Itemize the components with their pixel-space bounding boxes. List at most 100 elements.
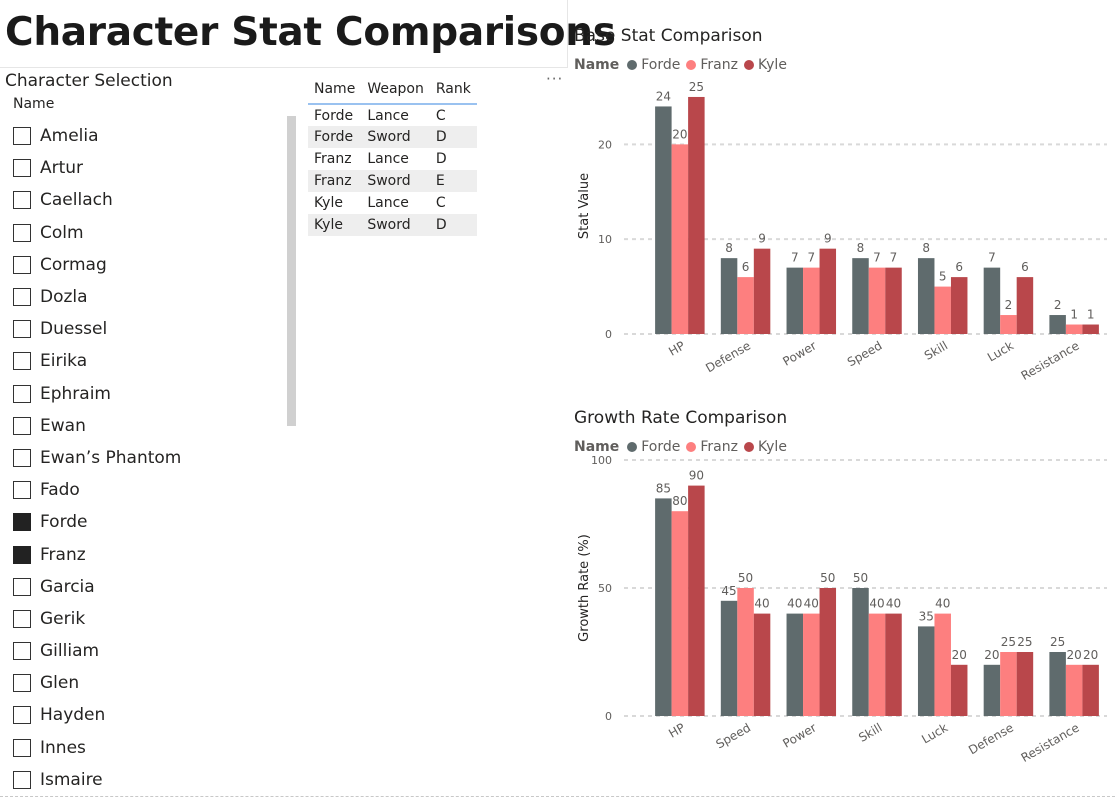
slicer-item-ismaire[interactable]: Ismaire: [13, 764, 283, 796]
slicer-item-label: Ewan’s Phantom: [40, 447, 182, 468]
legend-item-kyle[interactable]: Kyle: [743, 57, 787, 73]
bar-forde-skill: [917, 258, 935, 334]
base-stat-chart: Base Stat Comparison Name Forde Franz Kyle 0 1…: [572, 26, 1112, 406]
slicer-item-label: Ephraim: [40, 383, 111, 404]
checkbox[interactable]: [13, 223, 31, 242]
data-label: 25: [1001, 635, 1016, 649]
legend-label: Franz: [700, 439, 738, 455]
checkbox[interactable]: [13, 384, 31, 403]
table-row: Kyle Lance C: [308, 192, 477, 214]
data-label: 8: [857, 241, 865, 255]
checkbox[interactable]: [13, 738, 31, 757]
slicer-item-gilliam[interactable]: Gilliam: [13, 635, 283, 667]
bar-kyle-speed: [753, 613, 771, 716]
table-cell: Franz: [308, 170, 362, 192]
slicer-item-ewan[interactable]: Ewan: [13, 410, 283, 442]
checkbox[interactable]: [13, 416, 31, 435]
slicer-item-duessel[interactable]: Duessel: [13, 313, 283, 345]
slicer-item-dozla[interactable]: Dozla: [13, 281, 283, 313]
legend-item-forde[interactable]: Forde: [627, 439, 680, 455]
slicer-item-fado[interactable]: Fado: [13, 474, 283, 506]
data-label: 7: [807, 251, 815, 265]
data-label: 20: [672, 127, 687, 141]
table-cell: D: [435, 151, 447, 167]
checkbox[interactable]: [13, 513, 31, 532]
data-label: 5: [939, 270, 947, 284]
slicer-item-glen[interactable]: Glen: [13, 667, 283, 699]
slicer-item-artur[interactable]: Artur: [13, 152, 283, 184]
data-label: 40: [886, 597, 901, 611]
checkbox[interactable]: [13, 481, 31, 500]
checkbox[interactable]: [13, 255, 31, 274]
legend-item-franz[interactable]: Franz: [686, 439, 738, 455]
checkbox[interactable]: [13, 191, 31, 210]
data-label: 6: [1021, 260, 1029, 274]
bar-kyle-luck: [950, 664, 968, 716]
slicer-item-gerik[interactable]: Gerik: [13, 603, 283, 635]
slicer-item-innes[interactable]: Innes: [13, 732, 283, 764]
table-row: Franz Lance D: [308, 148, 477, 170]
x-tick-label: Luck: [919, 720, 950, 746]
legend-item-kyle[interactable]: Kyle: [743, 439, 787, 455]
slicer-item-label: Glen: [40, 673, 80, 694]
slicer-item-hayden[interactable]: Hayden: [13, 699, 283, 731]
data-label: 7: [791, 251, 799, 265]
slicer-item-franz[interactable]: Franz: [13, 538, 283, 570]
checkbox[interactable]: [13, 706, 31, 725]
bar-franz-speed: [737, 588, 754, 716]
slicer-item-colm[interactable]: Colm: [13, 217, 283, 249]
slicer-item-label: Gerik: [40, 608, 86, 629]
checkbox[interactable]: [13, 127, 31, 146]
more-options-icon[interactable]: ···: [546, 70, 564, 88]
checkbox[interactable]: [13, 159, 31, 178]
checkbox[interactable]: [13, 545, 31, 564]
checkbox[interactable]: [13, 288, 31, 307]
checkbox[interactable]: [13, 609, 31, 628]
table-cell: Franz: [314, 151, 352, 167]
slicer-item-amelia[interactable]: Amelia: [13, 120, 283, 152]
data-label: 2: [1005, 298, 1013, 312]
slicer-item-ephraim[interactable]: Ephraim: [13, 378, 283, 410]
checkbox[interactable]: [13, 770, 31, 789]
slicer-item-label: Colm: [40, 222, 84, 243]
checkbox[interactable]: [13, 642, 31, 661]
bar-forde-hp: [655, 106, 672, 334]
checkbox[interactable]: [13, 448, 31, 467]
slicer-item-label: Innes: [40, 737, 86, 758]
bar-forde-defense: [983, 664, 1001, 716]
legend-title: Name: [574, 439, 620, 455]
legend-dot-icon: [686, 60, 697, 70]
bar-kyle-skill: [950, 277, 968, 334]
bar-franz-speed: [868, 267, 886, 334]
table-cell: Kyle: [308, 214, 362, 236]
checkbox[interactable]: [13, 320, 31, 339]
slicer-item-eirika[interactable]: Eirika: [13, 345, 283, 377]
table-row: Forde Lance C: [308, 104, 477, 126]
bar-franz-hp: [671, 144, 689, 334]
checkbox[interactable]: [13, 352, 31, 371]
checkbox[interactable]: [13, 674, 31, 693]
legend-item-forde[interactable]: Forde: [627, 57, 680, 73]
slicer-item-forde[interactable]: Forde: [13, 506, 283, 538]
bar-franz-resistance: [1065, 664, 1083, 716]
column-header-rank[interactable]: Rank: [429, 74, 477, 105]
data-label: 7: [873, 251, 881, 265]
slicer-item-label: Ewan: [40, 415, 86, 436]
slicer-item-label: Gilliam: [40, 641, 100, 662]
slicer-item-caellach[interactable]: Caellach: [13, 184, 283, 216]
table-body: Forde Lance C Forde Sword D Franz Lance D Franz Sw…: [308, 104, 477, 236]
table-cell: D: [429, 126, 477, 148]
column-header-weapon[interactable]: Weapon: [361, 74, 430, 105]
data-label: 50: [853, 571, 868, 585]
legend-label: Kyle: [757, 57, 787, 73]
table-row: Forde Sword D: [308, 126, 477, 148]
slicer-item-garcia[interactable]: Garcia: [13, 571, 283, 603]
slicer-scrollbar[interactable]: [287, 116, 296, 426]
column-header-name[interactable]: Name: [308, 74, 362, 105]
legend-item-franz[interactable]: Franz: [686, 57, 738, 73]
y-tick-label: 100: [591, 454, 612, 467]
slicer-item-ewan-s-phantom[interactable]: Ewan’s Phantom: [13, 442, 283, 474]
checkbox[interactable]: [13, 577, 31, 596]
slicer-item-cormag[interactable]: Cormag: [13, 249, 283, 281]
